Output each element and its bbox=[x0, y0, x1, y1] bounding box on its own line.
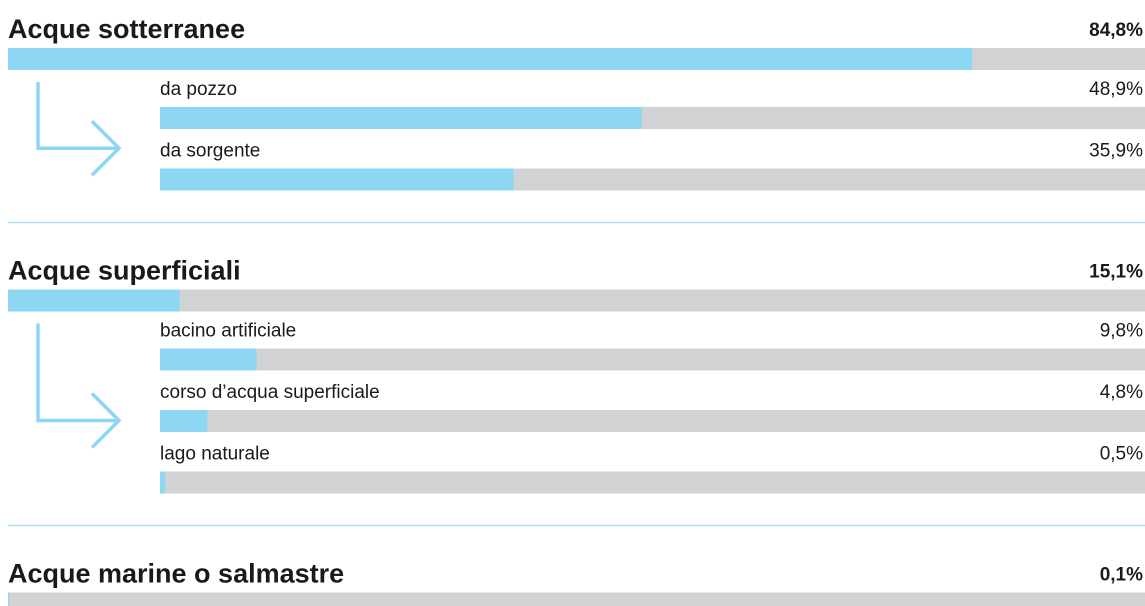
item-label: bacino artificiale bbox=[160, 321, 296, 342]
item-label: corso d’acqua superficiale bbox=[160, 382, 380, 403]
bar-track bbox=[160, 348, 1145, 371]
group-value-label: 84,8% bbox=[1089, 20, 1143, 41]
item-value-label: 0,5% bbox=[1100, 444, 1143, 465]
item-label: lago naturale bbox=[160, 444, 270, 465]
group-title: Acque marine o salmastre bbox=[8, 559, 344, 589]
bar bbox=[160, 471, 165, 494]
bar bbox=[8, 289, 180, 312]
item-label: da sorgente bbox=[160, 141, 260, 162]
item-value-label: 4,8% bbox=[1100, 382, 1143, 403]
bar bbox=[160, 168, 514, 191]
group-title: Acque superficiali bbox=[8, 256, 241, 286]
bar bbox=[160, 107, 642, 129]
bar bbox=[160, 348, 257, 371]
bar bbox=[160, 410, 208, 432]
item-value-label: 48,9% bbox=[1089, 79, 1143, 100]
item-value-label: 9,8% bbox=[1100, 321, 1143, 342]
group-title: Acque sotterranee bbox=[8, 14, 245, 44]
bar bbox=[8, 592, 10, 606]
bar-track bbox=[8, 592, 1145, 606]
bar-track bbox=[8, 289, 1145, 312]
bar-track bbox=[160, 471, 1145, 494]
group-value-label: 15,1% bbox=[1089, 262, 1143, 283]
group-value-label: 0,1% bbox=[1100, 565, 1143, 586]
arrow-icon bbox=[36, 323, 122, 449]
item-value-label: 35,9% bbox=[1089, 141, 1143, 162]
bar bbox=[8, 48, 973, 70]
bar-track bbox=[160, 410, 1145, 432]
item-label: da pozzo bbox=[160, 79, 237, 100]
arrow-icon bbox=[36, 82, 122, 177]
